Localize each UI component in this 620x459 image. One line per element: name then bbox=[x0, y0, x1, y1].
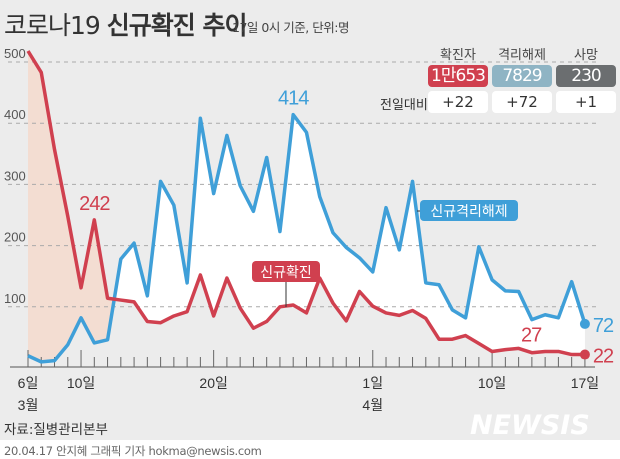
series-label-confirmed-box bbox=[252, 261, 320, 282]
end-marker bbox=[579, 349, 590, 360]
y-tick-label: 400 bbox=[4, 107, 26, 122]
y-tick-label: 500 bbox=[4, 46, 26, 61]
data-label: 242 bbox=[79, 193, 110, 215]
page-title: 코로나19 신규확진 추이 bbox=[4, 6, 248, 42]
source-note: 자료:질병관리본부 bbox=[4, 422, 108, 438]
series-label-confirmed-text: 신규확진 bbox=[260, 265, 312, 281]
x-tick-label: 20일 bbox=[199, 375, 227, 391]
title-prefix: 코로나19 bbox=[4, 11, 101, 40]
y-tick-label: 200 bbox=[4, 230, 26, 245]
summary-header-confirmed: 확진자 bbox=[440, 48, 476, 63]
summary-value-released: 7829 bbox=[492, 65, 552, 87]
x-tick-label: 1일 bbox=[362, 375, 383, 391]
data-label: 414 bbox=[278, 88, 309, 110]
summary-header-released: 격리해제 bbox=[498, 48, 546, 63]
x-month-label: 4월 bbox=[362, 397, 383, 413]
x-tick-label: 17일 bbox=[571, 375, 599, 391]
data-label: 22 bbox=[593, 346, 614, 368]
x-tick-label: 6일 bbox=[18, 375, 39, 391]
x-tick-label: 10일 bbox=[67, 375, 95, 391]
summary-delta-deaths: +1 bbox=[556, 91, 616, 113]
end-marker bbox=[579, 318, 590, 329]
title-main: 신규확진 추이 bbox=[106, 11, 248, 40]
credit-line: 20.04.17 안지혜 그래픽 기자 hokma@newsis.com bbox=[4, 444, 262, 458]
data-label: 27 bbox=[521, 324, 542, 346]
summary-delta-confirmed: +22 bbox=[428, 91, 488, 113]
newsis-logo: NEWSIS bbox=[470, 410, 590, 441]
summary-delta-released: +72 bbox=[492, 91, 552, 113]
x-tick-label: 10일 bbox=[478, 375, 506, 391]
footer-bar bbox=[0, 440, 620, 459]
series-label-released-box bbox=[420, 200, 518, 221]
compare-label: 전일대비 bbox=[380, 98, 428, 113]
summary-header-deaths: 사망 bbox=[574, 48, 598, 63]
subtitle: 17일 0시 기준, 단위:명 bbox=[232, 20, 349, 35]
series-label-released-text: 신규격리해제 bbox=[430, 204, 507, 220]
y-tick-label: 300 bbox=[4, 168, 26, 183]
y-tick-label: 100 bbox=[4, 291, 26, 306]
summary-value-deaths: 230 bbox=[556, 65, 616, 87]
summary-value-confirmed: 1만653 bbox=[428, 65, 488, 87]
shade-blue-above bbox=[114, 114, 585, 355]
data-label: 72 bbox=[593, 315, 614, 337]
x-month-label: 3월 bbox=[18, 397, 39, 413]
